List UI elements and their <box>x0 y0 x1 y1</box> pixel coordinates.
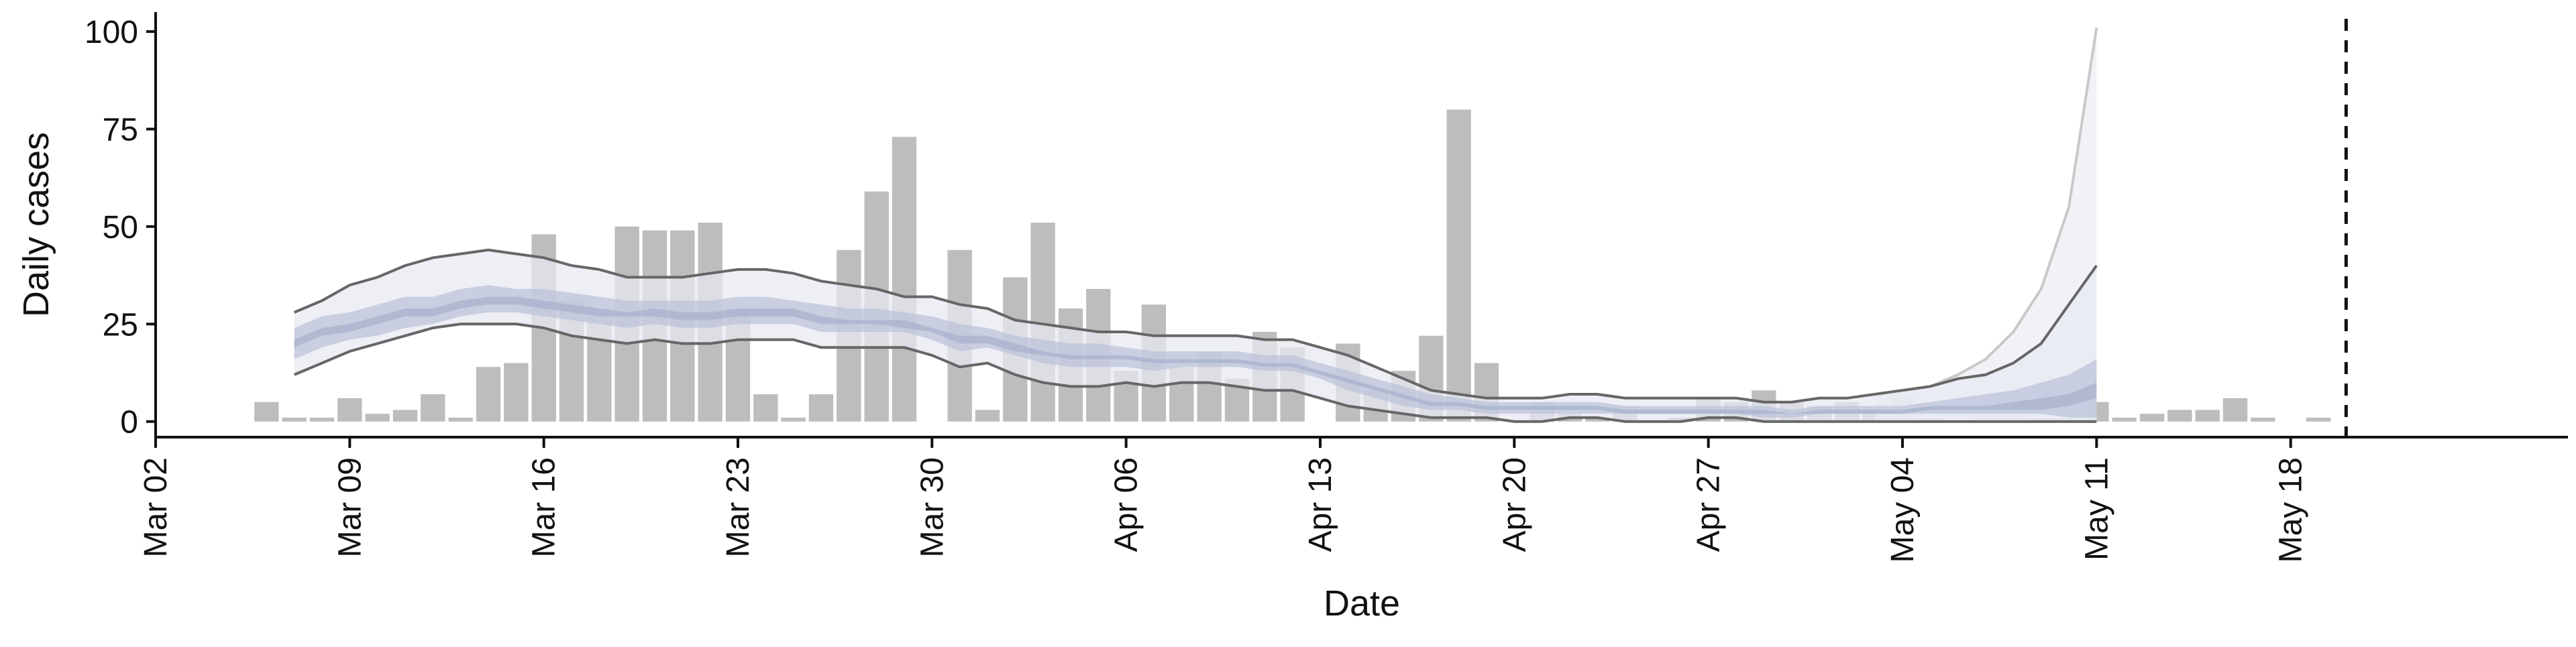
bar <box>254 402 279 422</box>
bar <box>1446 109 1471 422</box>
outer-credible-band <box>294 249 2097 422</box>
bar <box>2195 410 2220 422</box>
bar <box>2306 417 2331 422</box>
bar <box>282 417 307 422</box>
bar <box>753 394 778 422</box>
x-tick-label: Mar 16 <box>527 457 562 557</box>
projection-band <box>1874 27 2097 422</box>
bar <box>2251 417 2275 422</box>
bar <box>476 367 501 422</box>
x-tick-label: Mar 02 <box>138 457 174 557</box>
y-tick-label: 0 <box>120 405 138 440</box>
bar <box>975 410 1000 422</box>
bar <box>309 417 335 422</box>
x-tick-label: May 11 <box>2079 457 2114 561</box>
y-axis-ticks: 0 25 50 75 100 <box>85 15 156 440</box>
y-axis-title: Daily cases <box>16 132 56 317</box>
bar <box>892 137 917 422</box>
bar <box>2112 417 2137 422</box>
bar <box>1585 417 1610 422</box>
y-tick-label: 100 <box>85 15 138 50</box>
bar <box>2139 414 2165 422</box>
estimate-bound-lines <box>293 248 2098 423</box>
x-tick-label: Mar 23 <box>720 457 756 557</box>
x-tick-label: Apr 13 <box>1303 457 1338 552</box>
x-tick-label: Apr 20 <box>1497 457 1532 552</box>
x-tick-label: Mar 09 <box>332 457 368 557</box>
axes <box>154 12 2568 438</box>
y-tick-label: 75 <box>103 112 138 148</box>
y-tick-label: 50 <box>103 210 138 245</box>
bar <box>392 410 418 422</box>
bar <box>421 394 445 422</box>
bar <box>2167 410 2192 422</box>
y-tick-label: 25 <box>103 307 138 343</box>
x-tick-label: Apr 27 <box>1691 457 1727 552</box>
ci50-band <box>294 285 2097 418</box>
bar <box>2222 398 2248 422</box>
bar <box>337 398 362 422</box>
x-axis-title: Date <box>1324 583 1400 624</box>
bar <box>504 363 529 422</box>
x-tick-label: May 18 <box>2273 457 2309 563</box>
x-tick-label: May 04 <box>1885 457 1921 563</box>
bar <box>781 417 806 422</box>
x-tick-label: Apr 06 <box>1109 457 1144 552</box>
bar <box>448 417 473 422</box>
bar <box>365 414 390 422</box>
upper-bound-line <box>293 248 2098 404</box>
x-tick-label: Mar 30 <box>914 457 950 557</box>
lower-bound-line <box>293 322 2097 423</box>
x-axis-ticks: Mar 02 Mar 09 Mar 16 Mar 23 Mar 30 Apr 06 Apr … <box>138 437 2309 563</box>
bar <box>808 394 834 422</box>
